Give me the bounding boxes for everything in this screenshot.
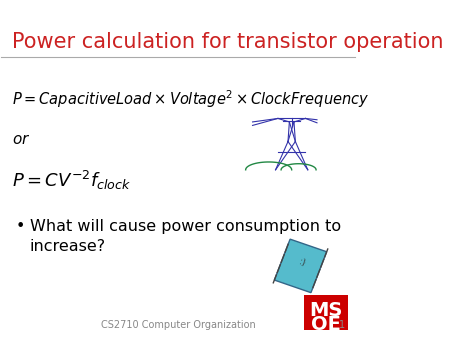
FancyBboxPatch shape — [304, 295, 348, 330]
Text: 1: 1 — [339, 319, 345, 330]
Text: $\mathit{P = CV^{-2}f_{clock}}$: $\mathit{P = CV^{-2}f_{clock}}$ — [12, 169, 131, 192]
Text: Power calculation for transistor operation: Power calculation for transistor operati… — [12, 31, 444, 51]
Text: •: • — [16, 219, 25, 234]
Text: What will cause power consumption to
increase?: What will cause power consumption to inc… — [30, 219, 341, 254]
Text: :): :) — [297, 258, 306, 268]
Text: OE: OE — [311, 315, 341, 334]
Polygon shape — [274, 239, 327, 293]
Text: CS2710 Computer Organization: CS2710 Computer Organization — [101, 319, 256, 330]
Text: $\mathit{P = CapacitiveLoad \times Voltage^{2} \times ClockFrequency}$: $\mathit{P = CapacitiveLoad \times Volta… — [12, 89, 369, 110]
Text: $\mathit{or}$: $\mathit{or}$ — [12, 132, 31, 147]
Text: MS: MS — [310, 300, 343, 320]
